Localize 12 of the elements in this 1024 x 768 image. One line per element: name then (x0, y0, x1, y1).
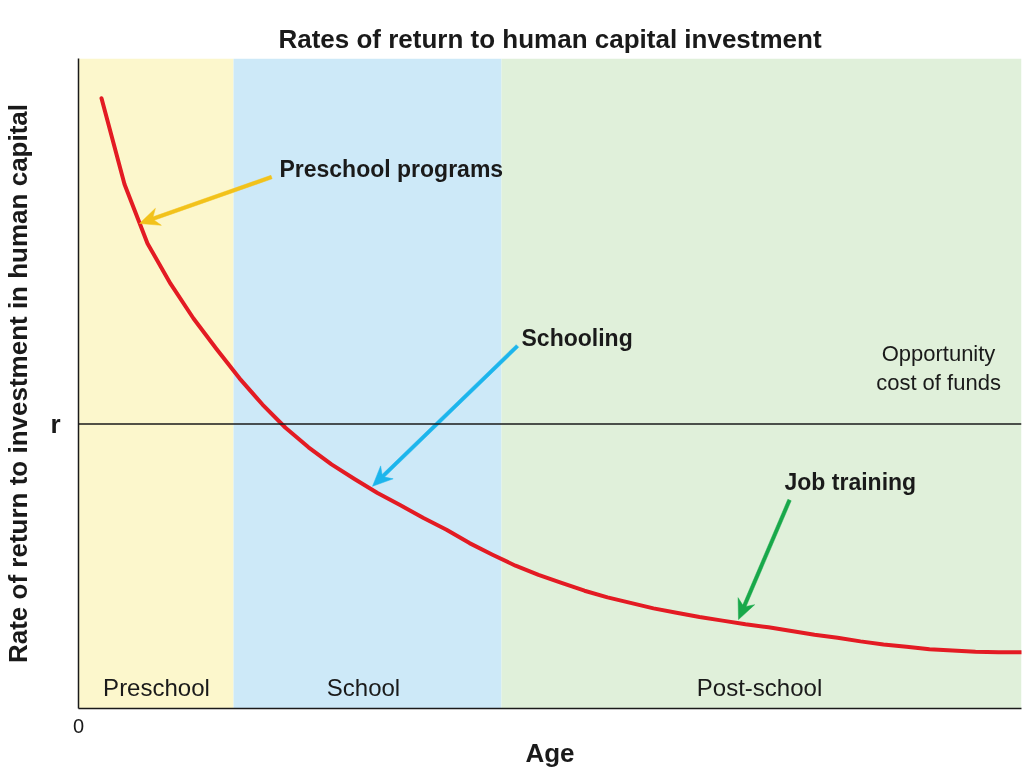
annotation: Preschool programs (279, 156, 504, 182)
text: 0 (72, 714, 85, 737)
annotation: School (326, 673, 401, 701)
annotation: Schooling (521, 325, 633, 352)
ref-line-label: r (50, 409, 61, 440)
chart-title: Rates of return to human capital investment (278, 23, 822, 54)
annotation: Post-school (696, 673, 823, 701)
annotation: Opportunity cost of funds (876, 340, 1001, 395)
annotation: Job training (784, 469, 917, 496)
y-axis-title: Rate of return to investment in human capital (3, 103, 34, 664)
annotation: Preschool (103, 673, 210, 701)
x-axis-title: Age (525, 737, 575, 768)
